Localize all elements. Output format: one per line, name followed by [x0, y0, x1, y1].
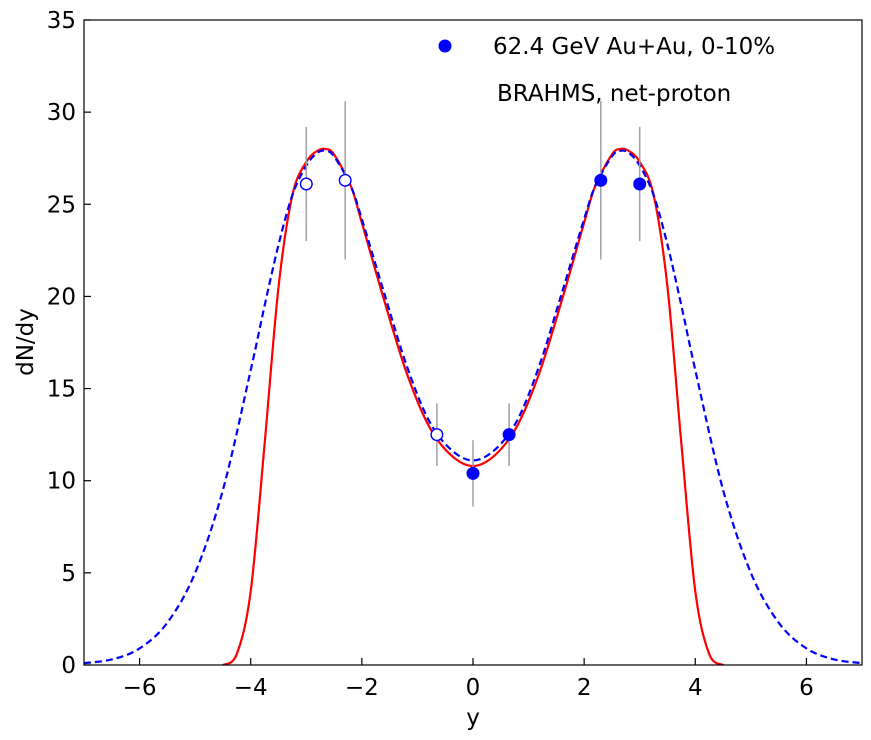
legend: 62.4 GeV Au+Au, 0-10%	[438, 34, 775, 60]
data-point-open	[430, 428, 444, 442]
data-point-filled	[633, 177, 647, 191]
data-point-filled	[594, 173, 608, 187]
y-tick-label: 30	[47, 100, 76, 126]
x-tick-label: 4	[688, 675, 703, 701]
y-tick-label: 20	[47, 284, 76, 310]
x-tick-label: 6	[799, 675, 814, 701]
data-point-filled	[502, 428, 516, 442]
plot-area	[84, 20, 862, 665]
x-tick-label: 0	[466, 675, 481, 701]
data-point-open	[299, 177, 313, 191]
x-tick-label: −4	[234, 675, 268, 701]
data-points	[299, 173, 647, 480]
x-axis-label: y	[466, 705, 480, 731]
y-tick-label: 5	[61, 561, 76, 587]
y-tick-label: 15	[47, 377, 76, 403]
x-tick-label: −6	[123, 675, 157, 701]
data-point-filled	[466, 466, 480, 480]
x-tick-label: −2	[345, 675, 379, 701]
y-axis-label: dN/dy	[13, 308, 39, 376]
x-tick-label: 2	[577, 675, 592, 701]
y-tick-label: 10	[47, 469, 76, 495]
annotation-text: BRAHMS, net-proton	[497, 81, 731, 107]
dashed-curve	[83, 149, 863, 665]
y-tick-label: 0	[61, 653, 76, 679]
axis-ticks: −6 −4 −2 0 2 4 6 0 5 10 15 20 25 30 35	[47, 8, 814, 701]
y-tick-label: 25	[47, 192, 76, 218]
data-point-open	[338, 173, 352, 187]
legend-marker	[438, 39, 452, 53]
legend-label: 62.4 GeV Au+Au, 0-10%	[493, 34, 775, 60]
y-tick-label: 35	[47, 8, 76, 34]
